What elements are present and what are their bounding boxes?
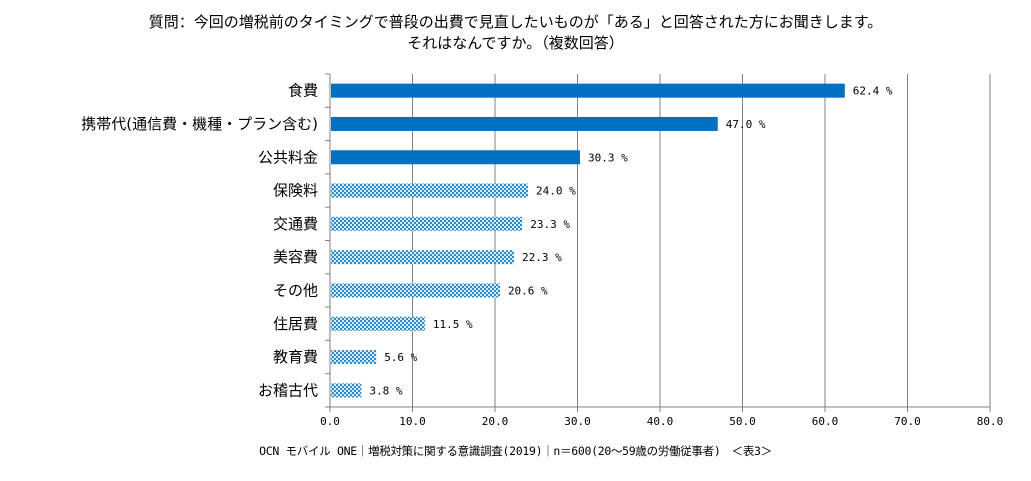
bar	[331, 183, 528, 198]
category-label: 住居費	[273, 315, 318, 333]
category-label: お稽古代	[258, 381, 318, 399]
category-label: 教育費	[273, 348, 318, 366]
source-footer: OCN モバイル ONE｜増税対策に関する意識調査(2019)｜n＝600(20…	[259, 444, 772, 458]
category-label: 美容費	[273, 248, 318, 266]
chart-subtitle: それはなんですか。（複数回答）	[407, 34, 624, 52]
x-tick-label: 20.0	[482, 415, 509, 428]
value-label: 23.3 %	[530, 218, 570, 231]
bar	[331, 350, 377, 365]
value-label: 5.6 %	[384, 351, 417, 364]
x-tick-labels: 0.0 10.0 20.0 30.0 40.0 50.0 60.0 70.0 80.0	[320, 415, 1003, 428]
value-label: 20.6 %	[508, 284, 548, 297]
x-tick-label: 0.0	[320, 415, 340, 428]
bar	[331, 216, 523, 231]
x-tick-label: 30.0	[564, 415, 591, 428]
x-tick-label: 40.0	[647, 415, 674, 428]
bar	[331, 383, 362, 398]
bar	[331, 283, 500, 298]
bars	[331, 83, 845, 398]
value-label: 30.3 %	[588, 151, 628, 164]
category-label: 公共料金	[258, 148, 318, 166]
x-tick-label: 50.0	[729, 415, 756, 428]
bar	[331, 316, 425, 331]
bar	[331, 250, 514, 265]
bar	[331, 83, 845, 98]
value-labels: 62.4 % 47.0 % 30.3 % 24.0 % 23.3 % 22.3 % 20.6…	[369, 85, 893, 398]
bar	[331, 116, 718, 131]
chart-title: 質問：今回の増税前のタイミングで普段の出費で見直したいものが「ある」と回答された…	[148, 13, 883, 31]
category-label: その他	[273, 281, 318, 299]
category-label: 携帯代(通信費・機種・プラン含む)	[81, 115, 318, 133]
category-label: 食費	[288, 82, 318, 100]
bar	[331, 150, 580, 165]
axes	[325, 73, 991, 412]
x-tick-label: 10.0	[399, 415, 426, 428]
value-label: 22.3 %	[522, 251, 562, 264]
category-label: 交通費	[273, 215, 318, 233]
x-tick-label: 60.0	[812, 415, 839, 428]
value-label: 62.4 %	[853, 85, 893, 98]
value-label: 3.8 %	[369, 384, 402, 397]
x-tick-label: 70.0	[894, 415, 921, 428]
value-label: 47.0 %	[726, 118, 766, 131]
value-label: 11.5 %	[433, 318, 473, 331]
value-label: 24.0 %	[536, 185, 576, 198]
x-tick-label: 80.0	[977, 415, 1004, 428]
category-label: 保険料	[273, 182, 318, 200]
